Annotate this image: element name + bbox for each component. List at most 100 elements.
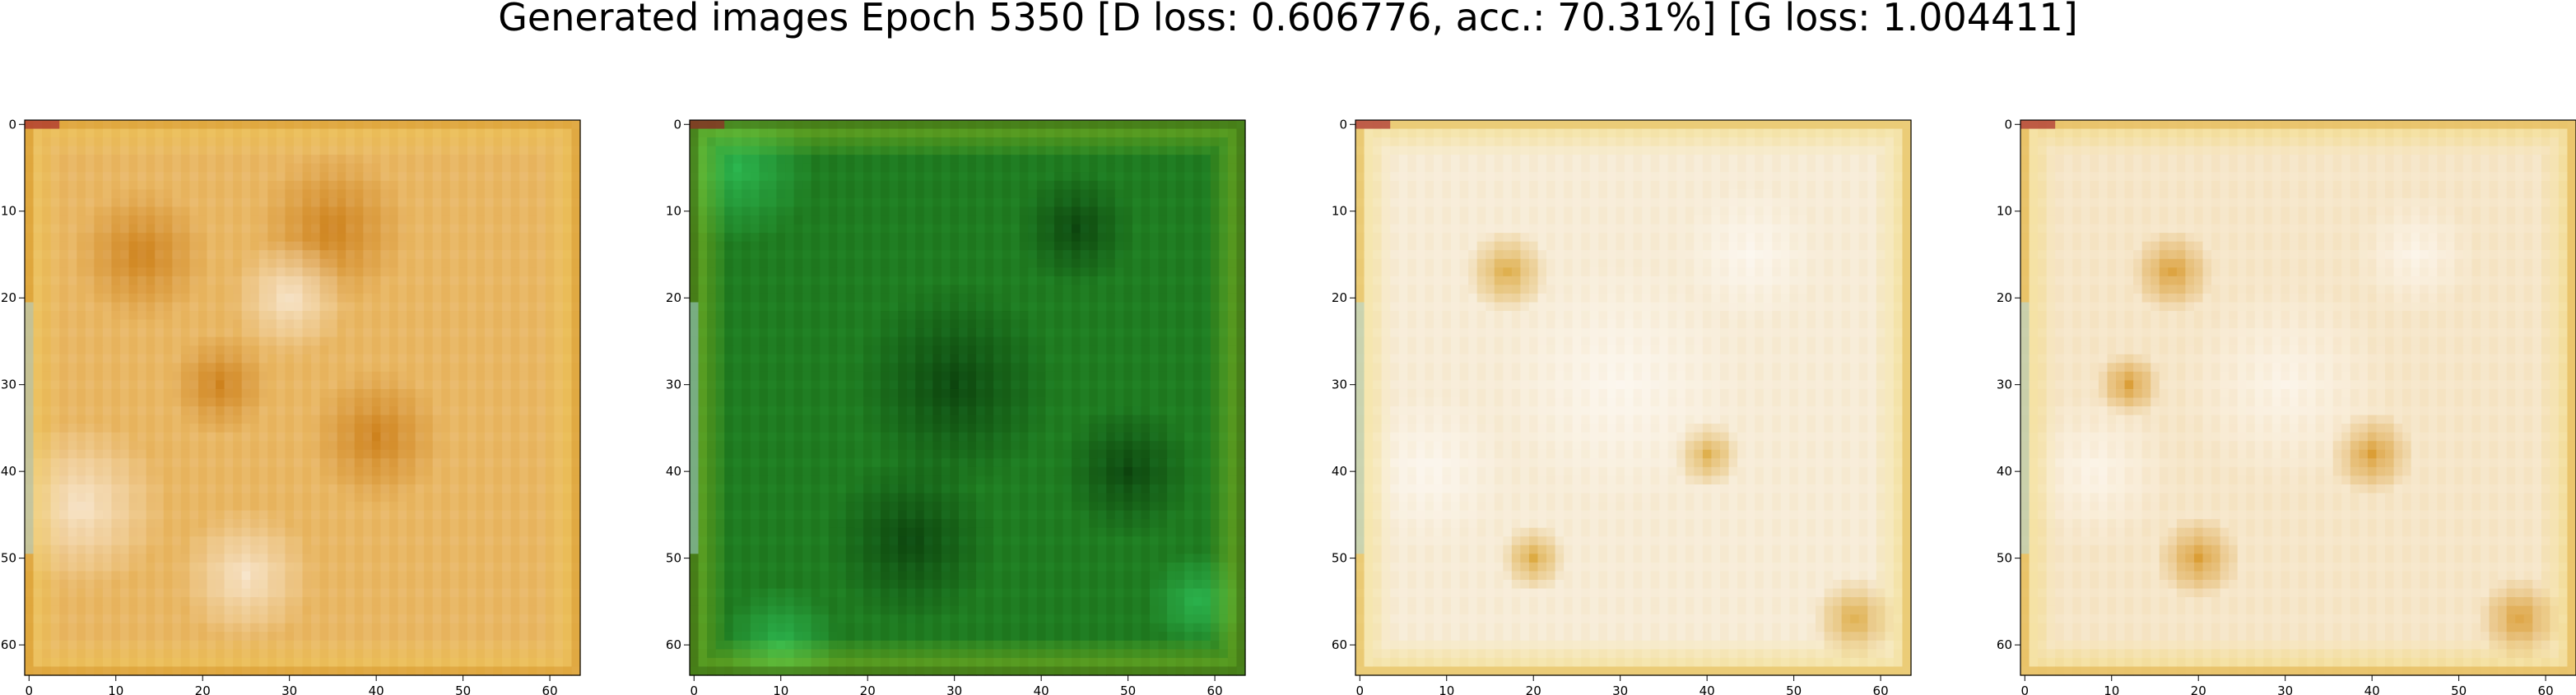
pixel [415,484,425,494]
pixel [519,128,529,138]
pixel [285,449,295,459]
pixel [441,311,451,321]
pixel [967,224,977,234]
pixel [363,311,373,321]
pixel [441,380,451,390]
pixel [233,484,243,494]
pixel [198,432,208,442]
pixel [85,215,95,225]
pixel [241,640,251,650]
pixel [398,241,407,251]
pixel [707,172,717,182]
pixel [707,224,717,234]
pixel [328,197,338,208]
pixel [172,380,182,390]
pixel [111,319,121,329]
pixel [319,180,329,190]
pixel [267,657,277,668]
pixel [715,163,725,173]
pixel [528,189,537,199]
pixel [285,233,295,243]
pixel [441,172,451,182]
pixel [120,380,130,390]
pixel [198,302,208,312]
pixel [759,172,769,182]
pixel [198,276,208,285]
pixel [984,172,994,182]
pixel [424,493,434,503]
pixel [85,328,95,338]
pixel [398,571,407,581]
pixel [233,432,243,442]
pixel [545,302,555,312]
pixel [207,146,216,155]
pixel [137,311,147,321]
pixel [398,302,407,312]
pixel [519,657,529,668]
pixel [250,180,260,190]
pixel [155,363,165,373]
pixel [802,189,812,199]
pixel [1019,206,1029,216]
pixel [346,657,356,668]
pixel [120,267,130,277]
pixel [484,388,495,399]
pixel [137,206,147,216]
pixel [388,380,399,390]
pixel [233,527,243,537]
pixel [337,311,346,321]
pixel [276,657,286,668]
pixel [354,146,364,155]
pixel [328,562,338,572]
pixel [346,571,356,581]
pixel [337,666,346,676]
pixel [510,424,520,433]
pixel [554,623,564,632]
pixel [528,657,537,668]
pixel [1114,120,1124,130]
pixel [189,345,199,355]
pixel [424,128,434,138]
pixel [33,120,43,130]
pixel [258,458,268,468]
pixel [77,345,86,355]
pixel [1202,163,1211,173]
pixel [276,432,286,442]
pixel [510,388,520,399]
pixel [354,441,364,451]
pixel [363,172,373,182]
pixel [155,120,165,130]
pixel [285,345,295,355]
pixel [172,336,182,346]
pixel [233,250,243,260]
pixel [50,155,60,164]
pixel [537,623,546,632]
pixel [85,649,95,659]
pixel [415,649,425,659]
pixel [85,267,95,277]
pixel [837,120,847,130]
pixel [467,536,477,546]
pixel [319,258,329,268]
pixel [767,137,778,147]
pixel [77,146,86,155]
pixel [233,189,243,199]
pixel [510,319,520,329]
pixel [545,597,555,607]
pixel [302,554,312,563]
pixel [554,189,564,199]
pixel [346,224,356,234]
pixel [388,475,399,485]
pixel [42,458,52,468]
pixel [398,432,407,442]
pixel [224,666,234,676]
pixel [258,527,268,537]
pixel [319,397,329,407]
pixel [950,146,960,155]
pixel [363,406,373,416]
pixel [958,224,969,234]
pixel [33,380,43,390]
pixel [802,155,812,164]
pixel [458,614,468,624]
pixel [59,466,69,477]
